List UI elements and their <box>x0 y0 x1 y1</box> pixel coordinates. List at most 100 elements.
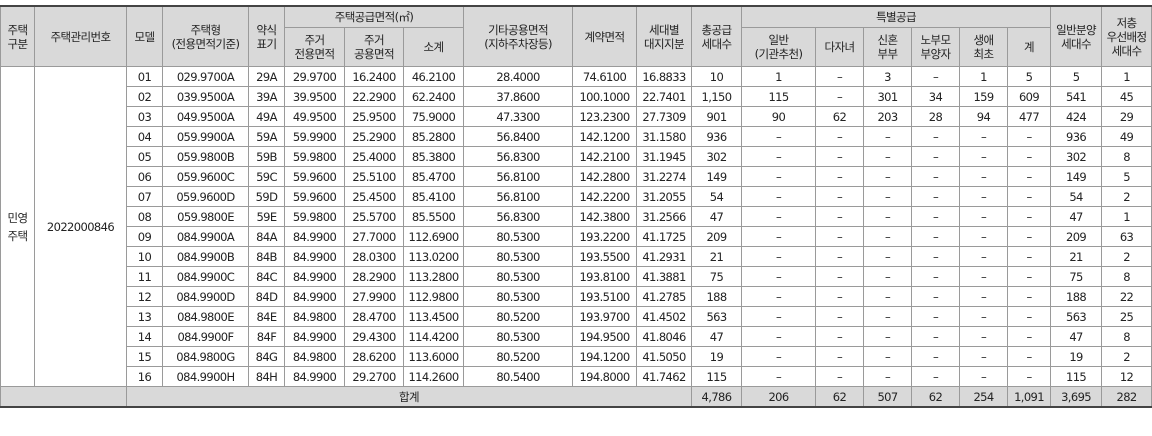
cell-special-total: – <box>1007 166 1052 187</box>
cell-total-supply: 54 <box>691 186 743 207</box>
cell-special-general: 1 <box>741 66 817 87</box>
cell-residential-exclusive: 29.9700 <box>284 66 345 87</box>
cell-general-supply: 149 <box>1050 166 1103 187</box>
cell-special-general: – <box>741 306 817 327</box>
cell-residential-common: 28.6200 <box>344 346 404 367</box>
cell-special-newlywed: – <box>863 266 913 287</box>
cell-model: 07 <box>126 186 163 207</box>
cell-special-first-time: – <box>959 146 1009 167</box>
cell-special-newlywed: – <box>863 146 913 167</box>
cell-special-first-time: – <box>959 306 1009 327</box>
cell-land-share: 41.7462 <box>636 366 693 387</box>
cell-special-first-time: – <box>959 226 1009 247</box>
cell-abbreviation: 39A <box>248 86 285 107</box>
table-row: 06 059.9600C 59C 59.9600 25.5100 85.4700 56.81… <box>1 166 1152 187</box>
cell-special-multichild: – <box>815 186 865 207</box>
cell-land-share: 41.2931 <box>636 246 693 267</box>
cell-special-general: – <box>741 166 817 187</box>
cell-general-supply: 936 <box>1050 126 1103 147</box>
table-body: 민영 주택 2022000846 01 029.9700A 29A 29.9700 16.24… <box>0 66 1152 408</box>
cell-low-floor-priority: 8 <box>1101 326 1152 347</box>
cell-unit-type: 084.9900F <box>162 326 249 347</box>
cell-other-common-area: 80.5300 <box>463 326 574 347</box>
cell-special-elderly: – <box>911 286 961 307</box>
cell-land-share: 16.8833 <box>636 66 693 87</box>
header-land-share: 세대별 대지지분 <box>636 5 693 67</box>
cell-contract-area: 74.6100 <box>572 66 638 87</box>
cell-abbreviation: 59D <box>248 186 285 207</box>
header-other-common-area: 기타공용면적 (지하주차장등) <box>463 5 574 67</box>
cell-land-share: 41.8046 <box>636 326 693 347</box>
cell-residential-exclusive: 59.9600 <box>284 166 345 187</box>
cell-other-common-area: 80.5300 <box>463 266 574 287</box>
cell-area-subtotal: 62.2400 <box>402 86 465 107</box>
cell-special-newlywed: – <box>863 286 913 307</box>
cell-special-total: – <box>1007 126 1052 147</box>
cell-special-newlywed: – <box>863 186 913 207</box>
cell-model: 06 <box>126 166 163 187</box>
cell-abbreviation: 84D <box>248 286 285 307</box>
cell-total-supply: 21 <box>691 246 743 267</box>
cell-contract-area: 142.3800 <box>572 206 638 227</box>
cell-total-supply: 47 <box>691 326 743 347</box>
cell-abbreviation: 59A <box>248 126 285 147</box>
cell-special-newlywed: – <box>863 166 913 187</box>
cell-other-common-area: 47.3300 <box>463 106 574 127</box>
cell-low-floor-priority: 29 <box>1101 106 1152 127</box>
cell-area-subtotal: 75.9000 <box>402 106 465 127</box>
cell-total-supply: 149 <box>691 166 743 187</box>
cell-total-supply: 188 <box>691 286 743 307</box>
cell-other-common-area: 80.5200 <box>463 346 574 367</box>
cell-low-floor-priority: 8 <box>1101 266 1152 287</box>
table-row: 14 084.9900F 84F 84.9900 29.4300 114.4200 80.5… <box>1 326 1152 347</box>
cell-special-total: – <box>1007 146 1052 167</box>
cell-special-general: – <box>741 186 817 207</box>
cell-special-multichild: – <box>815 286 865 307</box>
cell-general-supply: 424 <box>1050 106 1103 127</box>
header-special-multichild: 다자녀 <box>815 27 865 67</box>
cell-unit-type: 059.9600D <box>162 186 249 207</box>
cell-area-subtotal: 112.9800 <box>402 286 465 307</box>
cell-residential-exclusive: 59.9900 <box>284 126 345 147</box>
cell-residential-exclusive: 84.9900 <box>284 266 345 287</box>
cell-low-floor-priority: 45 <box>1101 86 1152 107</box>
cell-general-supply: 75 <box>1050 266 1103 287</box>
cell-abbreviation: 59C <box>248 166 285 187</box>
cell-special-newlywed: – <box>863 306 913 327</box>
header-management-number: 주택관리번호 <box>34 5 127 67</box>
cell-residential-exclusive: 59.9600 <box>284 186 345 207</box>
cell-residential-common: 27.7000 <box>344 226 404 247</box>
cell-unit-type: 039.9500A <box>162 86 249 107</box>
cell-special-newlywed: 3 <box>863 66 913 87</box>
cell-special-total: – <box>1007 346 1052 367</box>
cell-special-general: – <box>741 206 817 227</box>
cell-special-multichild: – <box>815 206 865 227</box>
cell-residential-common: 28.2900 <box>344 266 404 287</box>
cell-model: 14 <box>126 326 163 347</box>
cell-special-multichild: 62 <box>815 106 865 127</box>
cell-total-supply: 115 <box>691 366 743 387</box>
cell-residential-exclusive: 84.9900 <box>284 226 345 247</box>
cell-contract-area: 193.9700 <box>572 306 638 327</box>
cell-other-common-area: 80.5300 <box>463 246 574 267</box>
cell-housing-type: 민영 주택 <box>0 66 35 387</box>
table-row: 16 084.9900H 84H 84.9900 29.2700 114.2600 80.5… <box>1 366 1152 387</box>
cell-residential-exclusive: 84.9800 <box>284 346 345 367</box>
header-residential-exclusive: 주거 전용면적 <box>284 27 345 67</box>
cell-unit-type: 084.9800G <box>162 346 249 367</box>
cell-special-general: – <box>741 266 817 287</box>
cell-residential-common: 25.5100 <box>344 166 404 187</box>
cell-low-floor-priority: 25 <box>1101 306 1152 327</box>
cell-contract-area: 142.2200 <box>572 186 638 207</box>
cell-special-total: – <box>1007 266 1052 287</box>
cell-special-elderly: – <box>911 326 961 347</box>
table-row: 민영 주택 2022000846 01 029.9700A 29A 29.9700 16.24… <box>0 66 1152 387</box>
cell-special-general: – <box>741 366 817 387</box>
cell-special-multichild: – <box>815 346 865 367</box>
cell-special-newlywed: – <box>863 366 913 387</box>
cell-special-first-time: – <box>959 266 1009 287</box>
cell-special-elderly: – <box>911 246 961 267</box>
table-row: 12 084.9900D 84D 84.9900 27.9900 112.9800 80.5… <box>1 286 1152 307</box>
cell-special-multichild: – <box>815 266 865 287</box>
